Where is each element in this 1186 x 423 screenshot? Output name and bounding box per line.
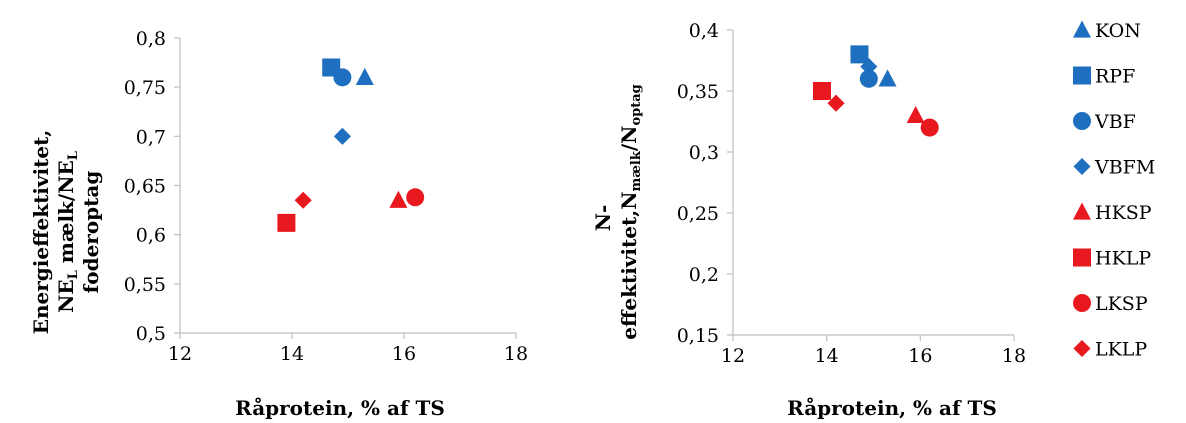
legend-item-hksp: HKSP: [1073, 202, 1152, 224]
chart1-x-tick-label: 16: [392, 343, 416, 365]
legend-item-vbfm: VBFM: [1073, 157, 1155, 179]
legend-item-rpf: RPF: [1073, 66, 1135, 88]
chart2-point-lklp: [827, 94, 845, 112]
legend-item-vbf: VBF: [1073, 111, 1136, 133]
chart1-x-tick-label: 12: [168, 343, 192, 365]
chart2-point-vbfm: [860, 58, 878, 76]
chart1-point-vbfm: [333, 127, 351, 145]
chart2-y-tick-label: 0,15: [677, 325, 719, 347]
chart1-y-tick-label: 0,8: [136, 28, 166, 50]
chart2-y-tick-label: 0,2: [689, 264, 719, 286]
chart2-y-axis-title-line2: effektivitet,Nmælk/Noptag: [617, 84, 644, 340]
chart1-y-tick-label: 0,65: [124, 176, 166, 198]
legend-label: KON: [1095, 20, 1141, 42]
chart1-y-tick-label: 0,55: [124, 274, 166, 296]
legend-marker-vbf: [1073, 112, 1091, 130]
legend-marker-lksp: [1073, 294, 1091, 312]
chart1-ticks: 0,5 0,55 0,6 0,65 0,7 0,75 0,8 12 14 16 18: [124, 28, 528, 365]
chart2-x-axis-title: Råprotein, % af TS: [787, 396, 997, 420]
chart2-y-tick-label: 0,35: [677, 81, 719, 103]
chart1-point-vbf: [333, 68, 352, 87]
legend-marker-lklp: [1073, 339, 1091, 358]
legend-marker-rpf: [1073, 66, 1091, 85]
chart1-y-tick-label: 0,6: [136, 225, 166, 247]
chart1-y-tick-label: 0,5: [136, 323, 166, 345]
chart2-point-hklp: [812, 82, 831, 100]
chart1-y-tick-label: 0,75: [124, 77, 166, 99]
chart2-point-vbf: [859, 69, 878, 88]
legend-label: RPF: [1095, 66, 1135, 88]
chart1-x-tick-label: 14: [280, 343, 304, 365]
chart1-y-axis-title-line2: NEL mælk/NEL: [54, 151, 81, 313]
legend: KON RPF VBF VBFM HKSP HKLP LKSP LKLP: [1073, 20, 1155, 361]
chart2-point-rpf: [850, 45, 869, 64]
chart2-points: [812, 45, 939, 137]
chart1-y-axis-title-line3: foderoptag: [79, 171, 103, 294]
legend-marker-vbfm: [1073, 157, 1091, 176]
chart2-x-tick-label: 14: [815, 345, 839, 367]
chart2-y-axis-title-line1: N-: [591, 205, 615, 232]
legend-marker-hklp: [1073, 248, 1091, 267]
chart2-point-hksp: [906, 105, 925, 124]
chart2-axes: [732, 30, 1014, 336]
chart-n-efficiency: 0,15 0,2 0,25 0,3 0,35 0,4 12 14 16 18 Råprotein,…: [591, 20, 1026, 420]
chart2-x-tick-label: 16: [908, 345, 932, 367]
chart1-x-axis-title: Råprotein, % af TS: [235, 396, 445, 420]
legend-item-kon: KON: [1073, 20, 1141, 42]
chart1-point-lklp: [294, 191, 312, 209]
chart1-points: [277, 58, 425, 232]
chart1-point-kon: [355, 67, 374, 85]
legend-marker-hksp: [1073, 202, 1091, 220]
legend-label: VBFM: [1094, 157, 1155, 179]
legend-item-hklp: HKLP: [1073, 248, 1151, 270]
chart2-point-kon: [878, 69, 897, 87]
chart1-point-hklp: [277, 213, 296, 232]
legend-label: LKLP: [1095, 339, 1147, 361]
legend-label: HKLP: [1095, 248, 1151, 270]
chart2-y-tick-label: 0,25: [677, 203, 719, 225]
chart1-point-lksp: [406, 188, 425, 207]
legend-label: LKSP: [1095, 293, 1148, 315]
chart1-x-tick-label: 18: [504, 343, 528, 365]
chart2-x-tick-label: 12: [721, 345, 745, 367]
chart2-y-tick-label: 0,3: [689, 142, 719, 164]
legend-item-lklp: LKLP: [1073, 339, 1147, 361]
legend-label: HKSP: [1095, 202, 1152, 224]
chart-energy-efficiency: 0,5 0,55 0,6 0,65 0,7 0,75 0,8 12 14 16 18 Råprote…: [29, 28, 528, 420]
chart2-ticks: 0,15 0,2 0,25 0,3 0,35 0,4 12 14 16 18: [677, 20, 1026, 367]
legend-marker-kon: [1073, 20, 1091, 38]
chart2-point-lksp: [920, 118, 939, 137]
chart2-x-tick-label: 18: [1002, 345, 1026, 367]
chart1-y-axis-title-line1: Energieffektivitet,: [29, 130, 53, 335]
chart1-y-tick-label: 0,7: [136, 126, 166, 148]
legend-label: VBF: [1094, 111, 1136, 133]
chart2-y-tick-label: 0,4: [689, 20, 719, 42]
legend-item-lksp: LKSP: [1073, 293, 1148, 315]
chart1-point-hksp: [389, 190, 408, 208]
